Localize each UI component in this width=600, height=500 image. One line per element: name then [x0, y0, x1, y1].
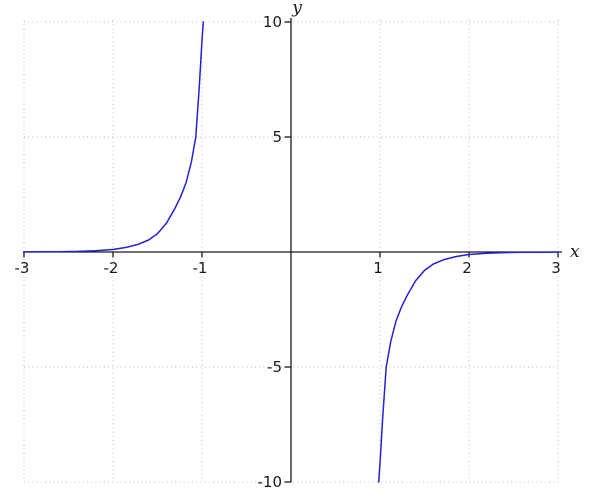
- y-tick-label: 10: [263, 13, 282, 31]
- x-tick-label: -1: [193, 259, 208, 277]
- curve-right-branch: [377, 251, 559, 483]
- x-tick-label: -2: [104, 259, 119, 277]
- x-tick-label: -3: [15, 259, 30, 277]
- x-tick-label: 3: [551, 259, 561, 277]
- x-axis-label: x: [570, 242, 580, 262]
- y-tick-label: -5: [267, 358, 282, 376]
- curve-left-branch: [23, 21, 205, 253]
- x-tick-label: 1: [373, 259, 383, 277]
- x-tick-label: 2: [462, 259, 472, 277]
- y-axis-label: y: [291, 0, 302, 18]
- y-tick-label: 5: [272, 128, 282, 146]
- y-tick-label: -10: [258, 473, 283, 491]
